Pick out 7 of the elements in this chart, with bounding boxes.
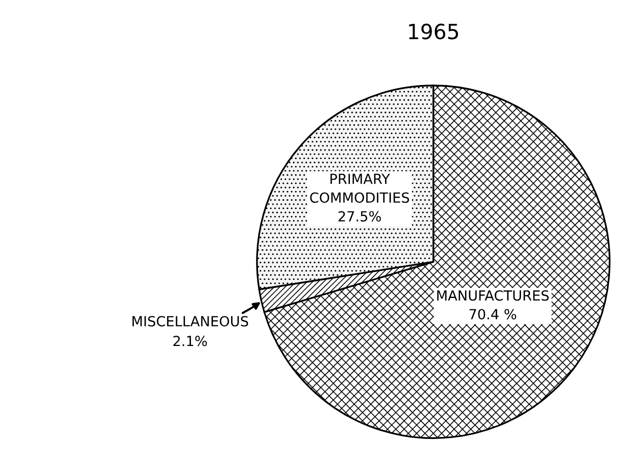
- slice-label: PRIMARY COMMODITIES: [310, 174, 410, 203]
- chart-title: 1965: [409, 24, 458, 40]
- data-label: 27.5%: [338, 211, 381, 222]
- legend-label: MISCELLANEOUS: [132, 316, 248, 326]
- data-label: 70.4 %: [470, 308, 516, 320]
- data-label: 2.1%: [173, 336, 207, 346]
- slice-label: MANUFACTURES: [437, 290, 549, 301]
